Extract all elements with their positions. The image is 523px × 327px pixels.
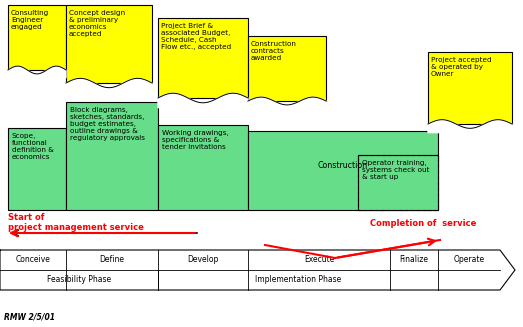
Text: Construction
contracts
awarded: Construction contracts awarded bbox=[251, 41, 297, 61]
Text: Implementation Phase: Implementation Phase bbox=[255, 276, 341, 284]
Text: Conceive: Conceive bbox=[16, 255, 50, 265]
Text: Start of
project management service: Start of project management service bbox=[8, 213, 144, 232]
Text: Consulting
Engineer
engaged: Consulting Engineer engaged bbox=[11, 10, 49, 30]
Polygon shape bbox=[248, 97, 326, 109]
Bar bbox=[158, 18, 248, 98]
Polygon shape bbox=[428, 120, 512, 133]
Bar bbox=[248, 131, 438, 210]
Bar bbox=[158, 125, 248, 210]
Text: Concept design
& preliminary
economics
accepted: Concept design & preliminary economics a… bbox=[69, 10, 125, 37]
Polygon shape bbox=[0, 250, 515, 290]
Bar bbox=[428, 52, 512, 124]
Text: Project Brief &
associated Budget,
Schedule, Cash
Flow etc., accepted: Project Brief & associated Budget, Sched… bbox=[161, 23, 231, 50]
Polygon shape bbox=[8, 66, 66, 78]
Text: Block diagrams,
sketches, standards,
budget estimates,
outline drawings &
regula: Block diagrams, sketches, standards, bud… bbox=[70, 107, 145, 141]
Text: Construction: Construction bbox=[318, 161, 368, 170]
Text: Develop: Develop bbox=[187, 255, 219, 265]
Polygon shape bbox=[66, 78, 152, 92]
Bar bbox=[66, 5, 152, 83]
Text: Execute: Execute bbox=[304, 255, 334, 265]
Text: Finalize: Finalize bbox=[400, 255, 428, 265]
Bar bbox=[8, 128, 66, 210]
Text: Working drawings,
specifications &
tender invitations: Working drawings, specifications & tende… bbox=[162, 130, 229, 150]
Text: Feasibility Phase: Feasibility Phase bbox=[47, 276, 111, 284]
Text: Operate: Operate bbox=[453, 255, 485, 265]
Bar bbox=[66, 102, 158, 210]
Text: Define: Define bbox=[99, 255, 124, 265]
Text: RMW 2/5/01: RMW 2/5/01 bbox=[4, 312, 55, 321]
Text: Operator training,
systems check out
& start up: Operator training, systems check out & s… bbox=[362, 160, 429, 180]
Text: Project accepted
& operated by
Owner: Project accepted & operated by Owner bbox=[431, 57, 492, 77]
Bar bbox=[8, 5, 66, 70]
Text: Completion of  service: Completion of service bbox=[370, 219, 476, 228]
Bar bbox=[248, 36, 326, 101]
Bar bbox=[358, 155, 438, 210]
Polygon shape bbox=[158, 93, 248, 108]
Bar bbox=[358, 155, 438, 210]
Text: Scope,
functional
definition &
economics: Scope, functional definition & economics bbox=[12, 133, 54, 160]
